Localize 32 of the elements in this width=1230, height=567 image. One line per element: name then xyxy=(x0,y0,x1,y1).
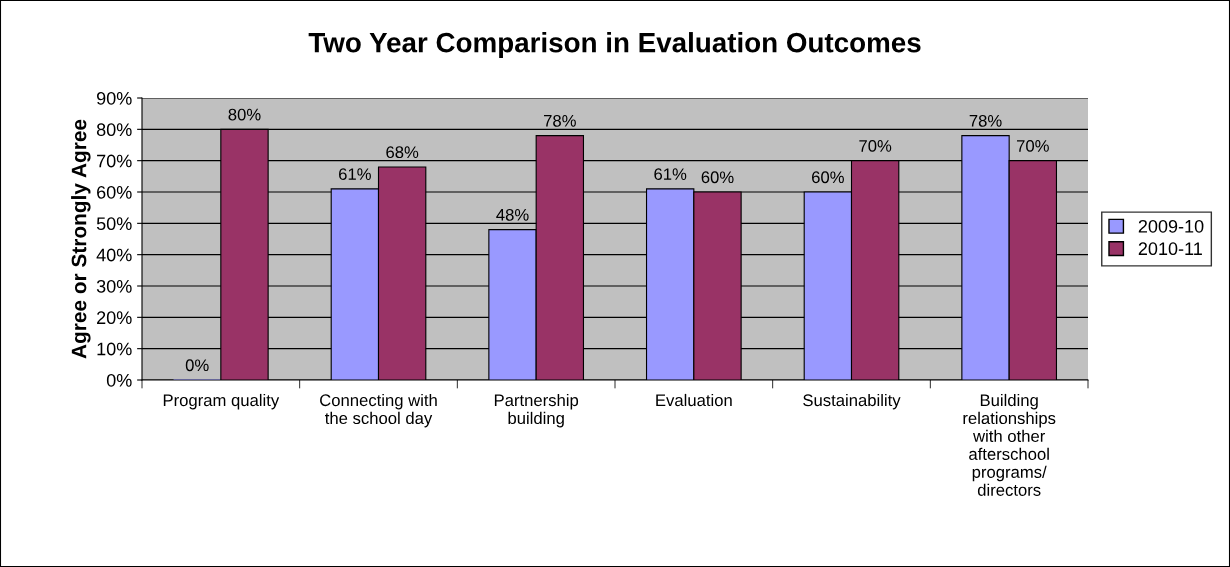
legend-label: 2010-11 xyxy=(1138,242,1202,256)
y-tick-label: 70% xyxy=(97,154,132,168)
y-tick-label: 80% xyxy=(96,123,132,137)
y-tick-label: 10% xyxy=(97,342,132,356)
data-label: 61% xyxy=(339,168,371,181)
y-tick-label: 0% xyxy=(106,373,132,387)
x-tick-label: Program quality xyxy=(163,393,280,410)
data-label: 0% xyxy=(185,359,209,372)
data-label: 78% xyxy=(969,114,1002,127)
x-tick-label: Evaluation xyxy=(656,393,732,407)
x-tick-label: Building relationships with other afterschool programs/ directors xyxy=(963,393,1056,496)
data-label: 60% xyxy=(812,171,844,184)
y-tick-label: 60% xyxy=(97,185,132,199)
data-label: 80% xyxy=(228,108,261,121)
data-label: 70% xyxy=(859,140,892,152)
y-axis-title: Agree or Strongly Agree xyxy=(71,119,91,359)
data-label: 48% xyxy=(496,208,529,221)
y-tick-label: 90% xyxy=(96,91,132,105)
x-tick-label: Sustainability xyxy=(803,393,901,410)
data-label: 68% xyxy=(386,146,419,159)
data-label: 78% xyxy=(543,114,576,127)
x-tick-label: Partnership building xyxy=(494,393,579,428)
legend-label: 2009-10 xyxy=(1138,219,1204,233)
y-tick-label: 30% xyxy=(96,279,132,293)
x-tick-label: Connecting with the school day xyxy=(320,393,437,428)
data-label: 61% xyxy=(654,168,687,181)
y-tick-label: 40% xyxy=(96,248,132,262)
data-label: 60% xyxy=(701,171,734,184)
chart-title: Two Year Comparison in Evaluation Outcomes xyxy=(308,32,921,58)
y-tick-label: 20% xyxy=(97,311,132,325)
y-tick-label: 50% xyxy=(96,217,132,231)
data-label: 70% xyxy=(1016,140,1049,152)
